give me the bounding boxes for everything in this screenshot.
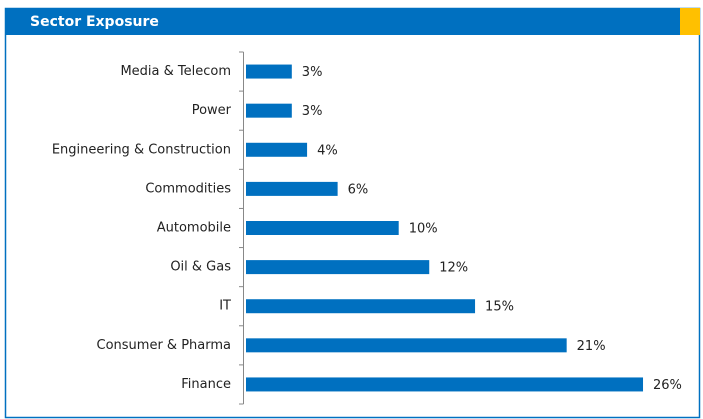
category-label: Media & Telecom: [120, 64, 231, 79]
category-label: Consumer & Pharma: [97, 338, 231, 353]
category-label: Finance: [181, 377, 231, 392]
bar: [246, 221, 399, 235]
bar: [246, 64, 292, 79]
bar: [246, 338, 567, 353]
bar: [246, 299, 476, 314]
bar: [246, 103, 292, 118]
data-label: 26%: [653, 378, 682, 393]
data-label: 3%: [302, 65, 323, 80]
category-label: Power: [192, 103, 232, 118]
category-label: Commodities: [145, 181, 231, 196]
data-label: 4%: [317, 143, 338, 158]
data-label: 6%: [348, 182, 369, 197]
header-accent: [680, 8, 700, 35]
data-label: 10%: [409, 222, 438, 237]
data-label: 15%: [485, 300, 514, 315]
chart-title: Sector Exposure: [30, 14, 159, 30]
data-label: 3%: [302, 104, 323, 119]
category-label: Automobile: [157, 221, 231, 236]
data-label: 12%: [439, 261, 468, 276]
bar: [246, 142, 308, 157]
category-label: Oil & Gas: [170, 260, 231, 275]
bar: [246, 181, 338, 196]
panel-border: [4, 7, 701, 419]
category-label: IT: [219, 299, 231, 314]
category-label: Engineering & Construction: [52, 142, 231, 157]
bar: [246, 377, 644, 392]
bar: [246, 260, 430, 275]
data-label: 21%: [577, 339, 606, 354]
header-bar: [5, 8, 680, 35]
